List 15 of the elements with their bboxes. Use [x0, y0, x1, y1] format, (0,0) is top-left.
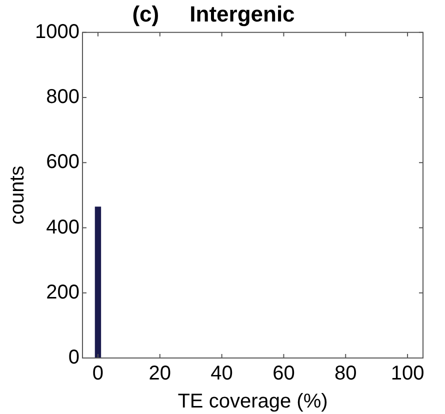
x-tick-label: 20	[148, 362, 172, 385]
y-tick-label: 200	[46, 281, 80, 304]
y-tick-label: 600	[46, 151, 80, 174]
y-axis-title: counts	[6, 166, 29, 225]
x-tick-label: 100	[390, 362, 424, 385]
x-tick-label: 80	[334, 362, 357, 385]
y-tick-label: 800	[46, 86, 80, 108]
x-tick-label: 60	[272, 362, 295, 385]
y-tick-label: 1000	[34, 20, 80, 43]
x-tick-label: 40	[210, 362, 233, 385]
y-tick-label: 400	[46, 216, 80, 238]
y-tick-label: 0	[68, 346, 80, 369]
x-axis-title: TE coverage (%)	[178, 390, 328, 413]
chart-title: (c) Intergenic	[132, 1, 295, 26]
x-tick-label: 0	[92, 362, 104, 385]
